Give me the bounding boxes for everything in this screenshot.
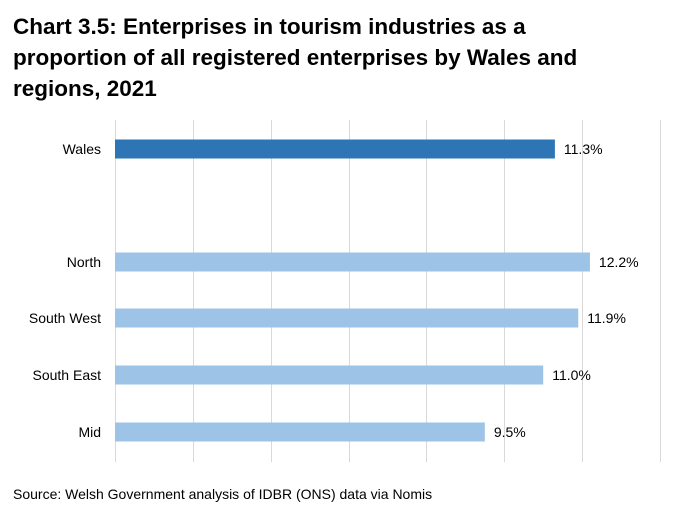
chart-title: Chart 3.5: Enterprises in tourism indust… (13, 11, 663, 104)
data-label: 12.2% (599, 254, 639, 270)
category-label: South West (29, 310, 101, 326)
category-label: South East (33, 367, 102, 383)
bar-wales (115, 139, 555, 159)
bar-north (115, 252, 590, 272)
chart-title-line-2: proportion of all registered enterprises… (13, 45, 578, 70)
data-label: 9.5% (494, 424, 526, 440)
category-label: North (67, 254, 101, 270)
chart-title-line-3: regions, 2021 (13, 76, 157, 101)
bar-south-west (115, 308, 579, 328)
data-label: 11.3% (564, 141, 603, 157)
data-label: 11.9% (587, 310, 626, 326)
category-label: Wales (63, 141, 101, 157)
bar-south-east (115, 365, 544, 385)
category-label: Mid (78, 424, 101, 440)
bar-mid (115, 422, 485, 442)
data-label: 11.0% (552, 367, 591, 383)
source-note: Source: Welsh Government analysis of IDB… (13, 486, 433, 502)
chart-title-line-1: Chart 3.5: Enterprises in tourism indust… (13, 14, 526, 39)
